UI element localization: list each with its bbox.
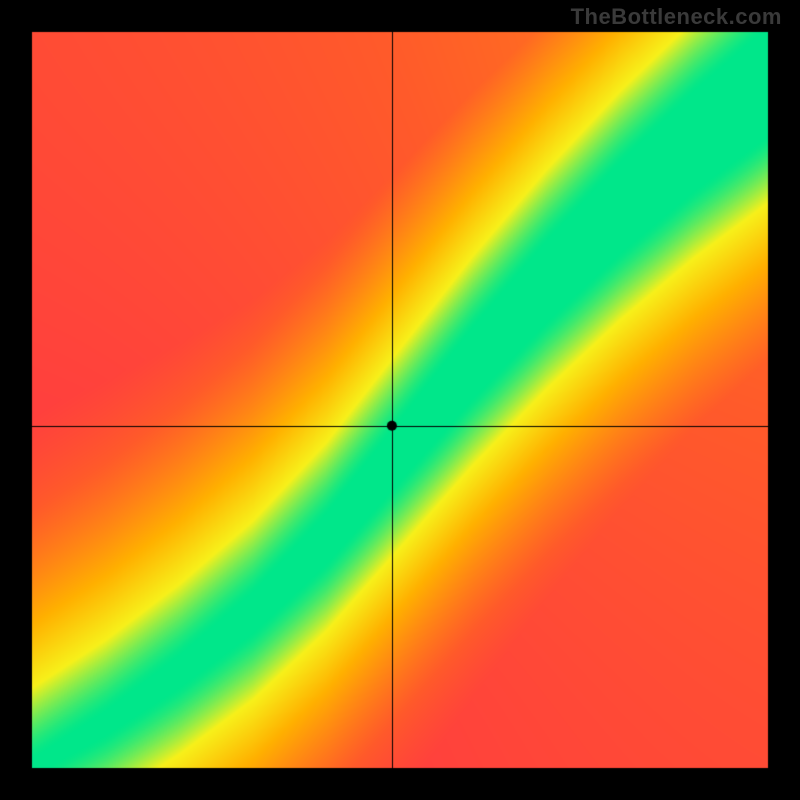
watermark-label: TheBottleneck.com <box>571 4 782 30</box>
bottleneck-heatmap <box>0 0 800 800</box>
chart-container: { "branding": { "watermark_text": "TheBo… <box>0 0 800 800</box>
